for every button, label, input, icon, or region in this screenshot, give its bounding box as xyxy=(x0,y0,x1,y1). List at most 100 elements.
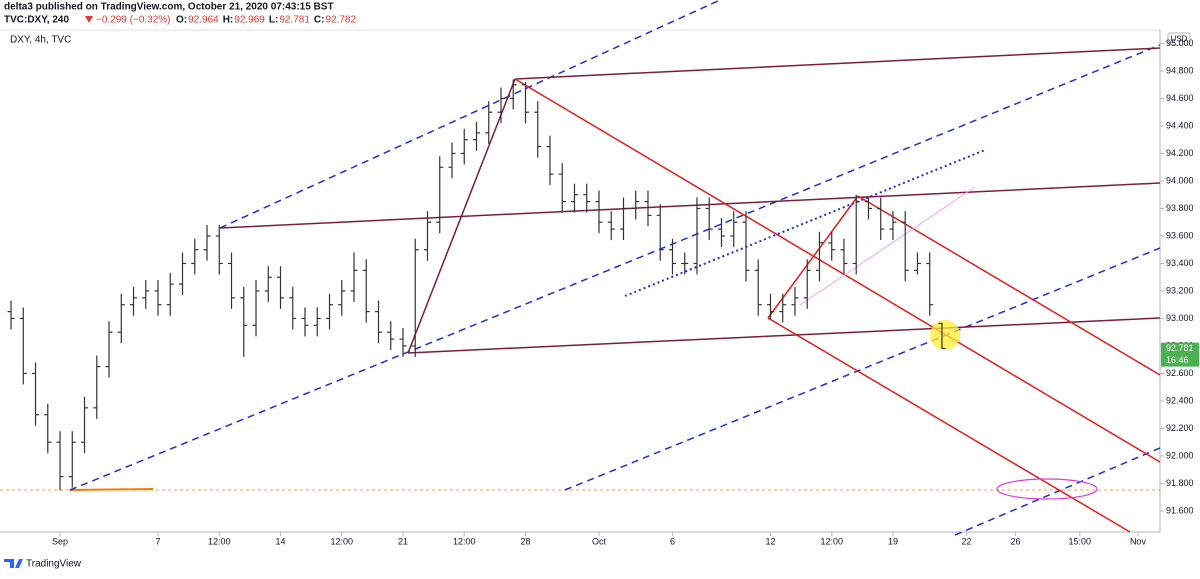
ohlc-bar xyxy=(681,252,689,275)
ohlc-label: L: xyxy=(269,15,278,26)
ohlc-bar xyxy=(705,197,713,241)
ohlc-bar xyxy=(154,279,162,316)
x-tick-label: 12:00 xyxy=(453,536,476,546)
ohlc-bar xyxy=(289,286,297,330)
ohlc-bar xyxy=(595,190,603,234)
x-tick-label: 19 xyxy=(888,536,898,546)
x-tick-label: 22 xyxy=(961,536,971,546)
y-tick-label: 94.000 xyxy=(1166,175,1194,185)
pitchfork-line xyxy=(407,317,1161,354)
ohlc-bar xyxy=(693,197,701,275)
ohlc-bar xyxy=(301,307,309,337)
ohlc-bar xyxy=(105,321,113,378)
red-line xyxy=(514,78,1161,463)
ohlc-bar xyxy=(142,279,150,309)
ohlc-bar xyxy=(7,300,15,330)
x-tick-label: 6 xyxy=(670,536,675,546)
ohlc-bar xyxy=(913,252,921,275)
ohlc-bar xyxy=(44,403,52,454)
ohlc-bar xyxy=(338,279,346,316)
y-tick-label: 92.000 xyxy=(1166,450,1194,460)
ohlc-bar xyxy=(558,163,566,213)
down-arrow xyxy=(85,16,93,23)
ohlc-bar xyxy=(901,211,909,282)
ohlc-bar xyxy=(742,211,750,282)
x-tick-label: 14 xyxy=(275,536,285,546)
x-tick-label: 7 xyxy=(156,536,161,546)
author-line: delta3 published on TradingView.com, Oct… xyxy=(4,2,334,13)
ohlc-bar xyxy=(166,273,174,316)
x-tick-label: Sep xyxy=(52,536,68,546)
highlight xyxy=(930,320,960,350)
ohlc-bar xyxy=(203,224,211,261)
ohlc-value: 92.964 xyxy=(188,15,219,26)
ohlc-bar xyxy=(803,259,811,309)
ohlc-bar xyxy=(766,293,774,320)
ohlc-bar xyxy=(81,396,89,454)
ohlc-bar xyxy=(375,300,383,344)
y-tick-label: 92.200 xyxy=(1166,423,1194,433)
ohlc-bar xyxy=(607,211,615,241)
x-tick-label: 21 xyxy=(398,536,408,546)
x-tick-label: 28 xyxy=(520,536,530,546)
ohlc-bar xyxy=(815,231,823,282)
change: −0.299 (−0.32%) xyxy=(96,15,171,26)
ohlc-value: 92.781 xyxy=(279,15,310,26)
y-tick-label: 93.600 xyxy=(1166,230,1194,240)
currency: USD xyxy=(1171,35,1188,44)
ohlc-bar xyxy=(546,135,554,186)
ohlc-bar xyxy=(191,238,199,275)
currency-box xyxy=(1167,32,1191,46)
red-line xyxy=(857,195,1161,376)
countdown: 16:46 xyxy=(1166,355,1189,365)
ohlc-bar xyxy=(117,293,125,344)
logo-icon xyxy=(4,559,23,568)
ohlc-bar xyxy=(840,238,848,275)
x-tick-label: 12:00 xyxy=(820,536,843,546)
ohlc-bar xyxy=(877,197,885,241)
ohlc-bar xyxy=(56,431,64,491)
ohlc-bar xyxy=(313,307,321,337)
ohlc-bar xyxy=(252,279,260,337)
ohlc-bar xyxy=(130,286,138,316)
y-tick-label: 95.000 xyxy=(1166,38,1194,48)
ohlc-bar xyxy=(864,197,872,220)
ohlc-bar xyxy=(32,362,40,426)
x-tick-label: 26 xyxy=(1010,536,1020,546)
ohlc-bar xyxy=(93,355,101,419)
y-tick-label: 93.400 xyxy=(1166,258,1194,268)
last-price-box xyxy=(1161,342,1199,367)
blue-dash xyxy=(954,447,1161,536)
ohlc-label: C: xyxy=(314,15,325,26)
ohlc-bar xyxy=(632,190,640,220)
ohlc-bar xyxy=(264,266,272,302)
y-tick-label: 92.600 xyxy=(1166,368,1194,378)
ohlc-bar xyxy=(779,293,787,323)
last-price: 92.781 xyxy=(1166,343,1194,353)
blue-dash xyxy=(219,0,721,229)
ohlc-bar xyxy=(485,101,493,144)
ohlc-bar xyxy=(730,211,738,247)
x-tick-label: 15:00 xyxy=(1069,536,1092,546)
ohlc-bar xyxy=(460,128,468,165)
ohlc-bar xyxy=(619,197,627,241)
ohlc-bar xyxy=(179,252,187,296)
ohlc-label: O: xyxy=(176,15,187,26)
y-tick-label: 93.800 xyxy=(1166,203,1194,213)
ohlc-bar xyxy=(423,211,431,261)
ohlc-bar xyxy=(656,204,664,261)
ohlc-bar xyxy=(68,431,76,488)
y-tick-label: 93.000 xyxy=(1166,313,1194,323)
ohlc-bar xyxy=(277,266,285,309)
ohlc-bar xyxy=(240,286,248,357)
y-tick-label: 93.200 xyxy=(1166,285,1194,295)
ohlc-bar xyxy=(889,211,897,241)
y-tick-label: 94.200 xyxy=(1166,148,1194,158)
x-tick-label: Oct xyxy=(592,536,607,546)
ohlc-bar xyxy=(472,121,480,151)
ohlc-value: 92.782 xyxy=(325,15,356,26)
ohlc-bar xyxy=(215,224,223,275)
ohlc-bar xyxy=(228,252,236,309)
ohlc-bar xyxy=(938,322,946,350)
